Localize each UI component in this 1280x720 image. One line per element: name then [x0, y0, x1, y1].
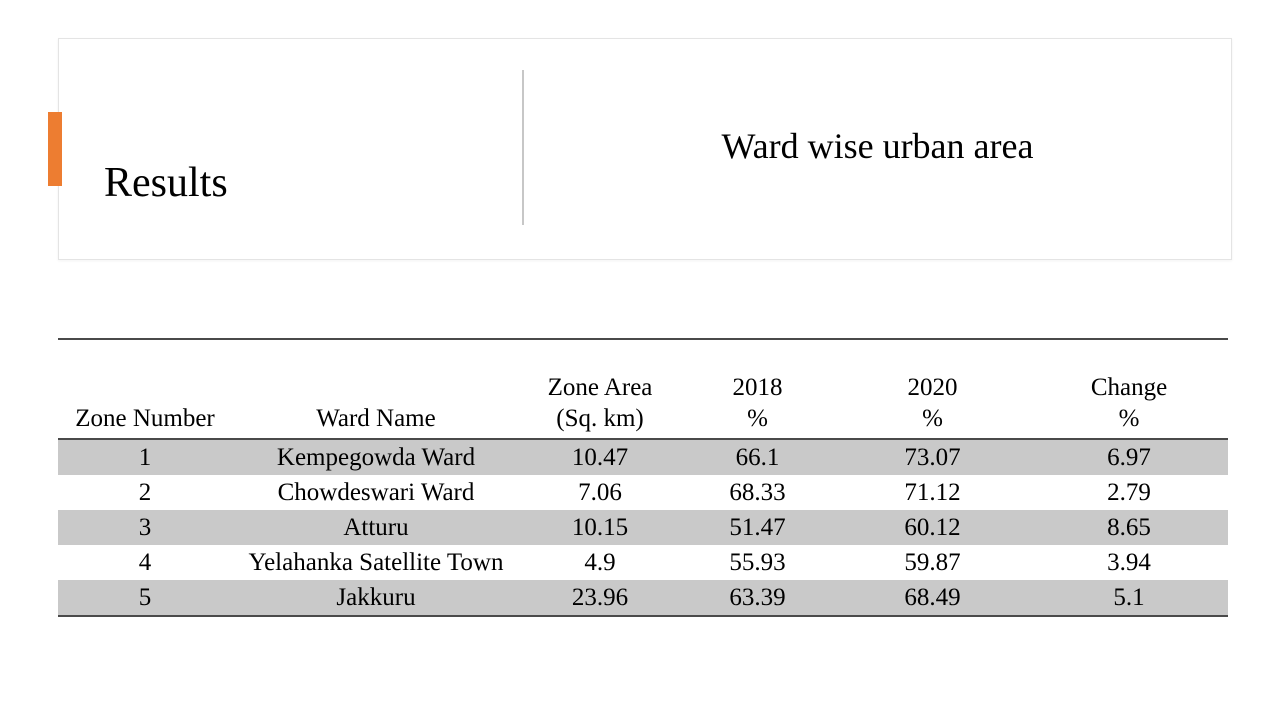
- table-row: 1 Kempegowda Ward 10.47 66.1 73.07 6.97: [58, 439, 1228, 475]
- table-row: 3 Atturu 10.15 51.47 60.12 8.65: [58, 510, 1228, 545]
- ward-table-container: Zone Number Ward Name Zone Area (Sq. km)…: [58, 338, 1228, 617]
- header-line2: Ward Name: [316, 405, 436, 432]
- col-header-2018-pct: 2018 %: [680, 338, 835, 440]
- cell-zone-area: 10.15: [571, 514, 629, 541]
- table-header-row: Zone Number Ward Name Zone Area (Sq. km)…: [58, 338, 1228, 440]
- cell-2020-pct: 71.12: [904, 479, 961, 506]
- header-line1: 2020: [907, 374, 958, 401]
- cell-change-pct: 8.65: [1107, 514, 1151, 541]
- cell-change-pct: 5.1: [1030, 580, 1228, 617]
- table-row: 5 Jakkuru 23.96 63.39 68.49 5.1: [58, 580, 1228, 617]
- table-row: 4 Yelahanka Satellite Town 4.9 55.93 59.…: [58, 545, 1228, 580]
- cell-2018-pct: 68.33: [729, 479, 786, 506]
- table-row: 2 Chowdeswari Ward 7.06 68.33 71.12 2.79: [58, 475, 1228, 510]
- cell-zone-number: 1: [138, 444, 152, 471]
- cell-2020-pct: 73.07: [904, 444, 961, 471]
- header-line2: %: [747, 405, 768, 432]
- cell-change-pct: 2.79: [1107, 479, 1151, 506]
- cell-ward-name: Atturu: [343, 514, 409, 541]
- cell-ward-name: Jakkuru: [232, 580, 520, 617]
- cell-zone-area: 23.96: [520, 580, 680, 617]
- cell-change-pct: 3.94: [1107, 549, 1151, 576]
- header-line1: 2018: [732, 374, 783, 401]
- col-header-zone-number: Zone Number: [58, 338, 232, 440]
- cell-2020-pct: 59.87: [904, 549, 961, 576]
- slide-subtitle: Ward wise urban area: [721, 126, 1034, 166]
- cell-2018-pct: 63.39: [680, 580, 835, 617]
- cell-change-pct: 6.97: [1107, 444, 1151, 471]
- cell-zone-area: 10.47: [571, 444, 629, 471]
- header-line2: %: [922, 405, 943, 432]
- cell-ward-name: Chowdeswari Ward: [277, 479, 475, 506]
- cell-zone-number: 3: [138, 514, 152, 541]
- cell-2018-pct: 66.1: [735, 444, 780, 471]
- header-line1: Zone Area: [547, 374, 653, 401]
- cell-2018-pct: 51.47: [729, 514, 786, 541]
- header-line1: Change: [1090, 374, 1168, 401]
- cell-zone-area: 7.06: [578, 479, 622, 506]
- header-divider: [522, 70, 524, 225]
- cell-zone-number: 2: [138, 479, 152, 506]
- cell-ward-name: Kempegowda Ward: [276, 444, 476, 471]
- ward-urban-area-table: Zone Number Ward Name Zone Area (Sq. km)…: [58, 338, 1228, 617]
- cell-ward-name: Yelahanka Satellite Town: [248, 549, 504, 576]
- header-line2: Zone Number: [75, 405, 215, 432]
- cell-2020-pct: 68.49: [835, 580, 1030, 617]
- col-header-zone-area: Zone Area (Sq. km): [520, 338, 680, 440]
- col-header-2020-pct: 2020 %: [835, 338, 1030, 440]
- cell-2020-pct: 60.12: [904, 514, 961, 541]
- cell-zone-number: 5: [58, 580, 232, 617]
- accent-bar: [48, 112, 62, 186]
- cell-zone-area: 4.9: [584, 549, 616, 576]
- header-line2: (Sq. km): [556, 405, 644, 432]
- header-line2: %: [1118, 405, 1140, 432]
- slide-title: Results: [104, 160, 228, 206]
- col-header-change-pct: Change %: [1030, 338, 1228, 440]
- col-header-ward-name: Ward Name: [232, 338, 520, 440]
- cell-zone-number: 4: [138, 549, 152, 576]
- cell-2018-pct: 55.93: [729, 549, 786, 576]
- header-card: [58, 38, 1232, 260]
